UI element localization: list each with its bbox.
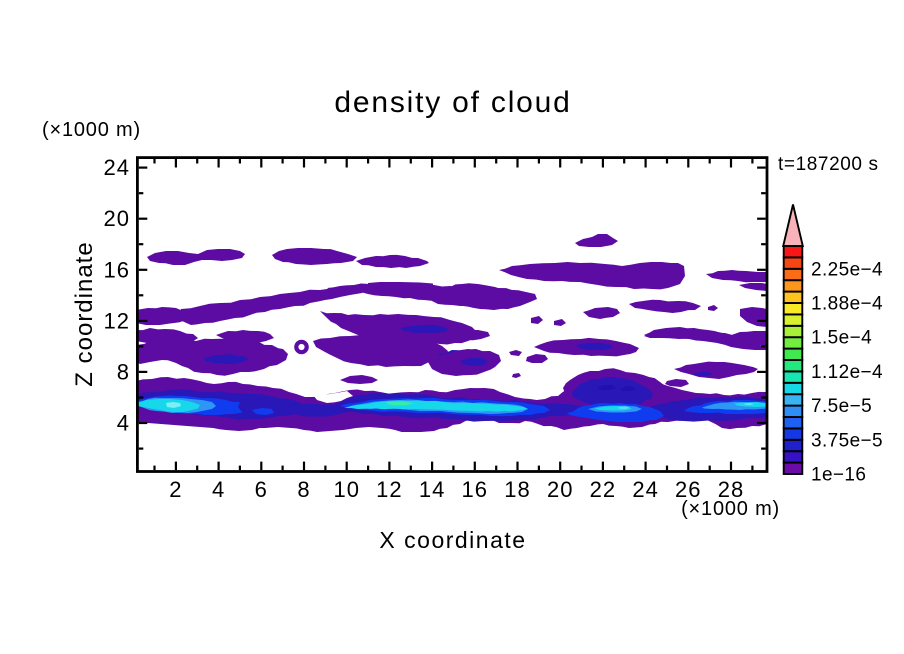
- svg-text:12: 12: [376, 477, 402, 502]
- svg-text:X coordinate: X coordinate: [379, 527, 526, 553]
- svg-text:14: 14: [419, 477, 445, 502]
- svg-text:1e−16: 1e−16: [811, 465, 866, 486]
- svg-text:4: 4: [212, 477, 225, 502]
- svg-text:10: 10: [333, 477, 359, 502]
- svg-text:8: 8: [117, 359, 130, 384]
- svg-text:1.12e−4: 1.12e−4: [811, 362, 883, 383]
- svg-text:8: 8: [297, 477, 310, 502]
- svg-text:1.5e−4: 1.5e−4: [811, 328, 872, 349]
- svg-text:20: 20: [547, 477, 573, 502]
- svg-text:12: 12: [104, 308, 130, 333]
- svg-text:2: 2: [169, 477, 182, 502]
- svg-text:density of cloud: density of cloud: [334, 86, 571, 119]
- svg-text:t=187200 s: t=187200 s: [778, 154, 879, 175]
- svg-text:6: 6: [255, 477, 268, 502]
- svg-text:16: 16: [462, 477, 488, 502]
- svg-text:22: 22: [590, 477, 616, 502]
- svg-text:28: 28: [718, 477, 744, 502]
- svg-text:3.75e−5: 3.75e−5: [811, 430, 883, 451]
- svg-text:Z coordinate: Z coordinate: [71, 241, 98, 386]
- svg-text:7.5e−5: 7.5e−5: [811, 396, 872, 417]
- svg-text:24: 24: [632, 477, 658, 502]
- svg-text:(×1000 m): (×1000 m): [42, 119, 141, 141]
- svg-text:26: 26: [675, 477, 701, 502]
- svg-text:(×1000 m): (×1000 m): [681, 498, 780, 520]
- svg-text:4: 4: [117, 411, 130, 436]
- svg-text:2.25e−4: 2.25e−4: [811, 259, 883, 280]
- svg-text:1.88e−4: 1.88e−4: [811, 294, 883, 315]
- svg-text:16: 16: [104, 257, 130, 282]
- svg-text:20: 20: [104, 206, 130, 231]
- svg-text:24: 24: [104, 155, 130, 180]
- svg-text:18: 18: [504, 477, 530, 502]
